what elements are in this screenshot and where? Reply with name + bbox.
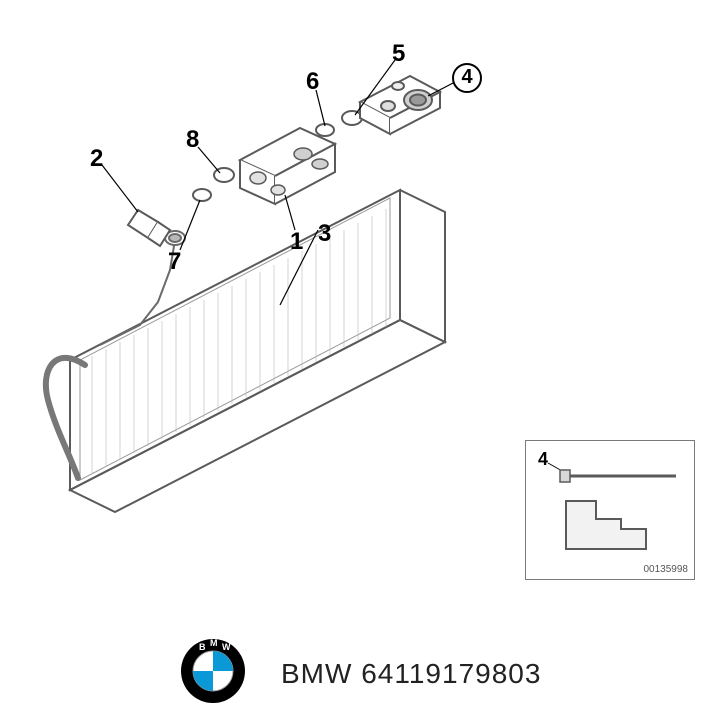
callout-2: 2 [90, 145, 103, 173]
svg-text:B: B [199, 642, 206, 652]
callout-5: 5 [392, 40, 405, 68]
branding-footer: B M W BMW 64119179803 [0, 637, 720, 710]
evaporator-core [46, 190, 445, 512]
svg-text:W: W [222, 642, 231, 652]
callout-8: 8 [186, 126, 199, 154]
o-ring-small-7 [193, 189, 211, 201]
callout-1: 1 [290, 228, 303, 256]
retaining-clip [128, 210, 170, 246]
inset-bolt-drawing [526, 441, 696, 581]
bmw-logo: B M W [179, 637, 247, 710]
part-number-text: BMW 64119179803 [281, 658, 541, 690]
inset-callout-4: 4 [538, 449, 548, 470]
inset-drawing-id: 00135998 [644, 564, 689, 575]
callout-3: 3 [318, 220, 331, 248]
svg-text:M: M [210, 638, 218, 648]
callout-6: 6 [306, 68, 319, 96]
expansion-valve [240, 128, 335, 204]
callout-4-circled: 4 [452, 62, 482, 93]
exploded-diagram [0, 0, 720, 720]
callout-7: 7 [168, 248, 181, 276]
connector-flange [360, 76, 440, 134]
inset-detail-box: 4 00135998 [525, 440, 695, 580]
